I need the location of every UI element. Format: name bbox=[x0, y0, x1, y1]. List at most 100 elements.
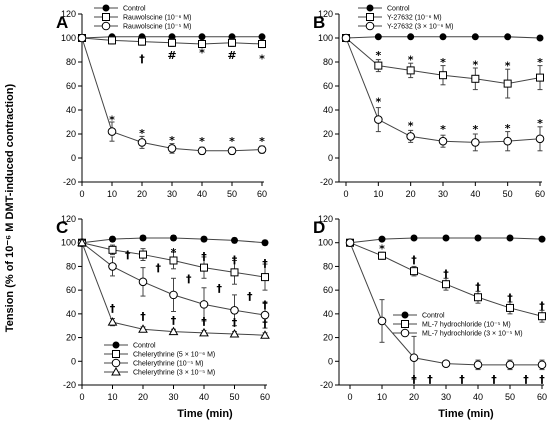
significance-mark: * bbox=[537, 56, 543, 69]
y-tick-label: 80 bbox=[323, 261, 333, 271]
data-point bbox=[258, 33, 266, 41]
x-tick-label: 10 bbox=[373, 189, 383, 199]
panel-label: A bbox=[56, 13, 68, 32]
data-point bbox=[442, 280, 450, 289]
data-point bbox=[536, 73, 544, 82]
significance-mark: † bbox=[539, 373, 545, 386]
data-point bbox=[230, 268, 239, 277]
data-point bbox=[410, 234, 418, 242]
data-point bbox=[168, 38, 176, 47]
data-point bbox=[109, 235, 116, 243]
y-tick-label: 60 bbox=[66, 81, 76, 91]
y-tick-label: 0 bbox=[328, 153, 333, 163]
x-tick-label: 50 bbox=[505, 392, 515, 402]
data-point bbox=[374, 115, 383, 124]
x-tick-label: 0 bbox=[79, 392, 84, 402]
y-tick-label: 80 bbox=[323, 57, 333, 67]
legend-label: Chelerythrine (5 × 10⁻⁶ M) bbox=[133, 352, 215, 359]
data-point bbox=[169, 290, 178, 300]
legend-marker bbox=[366, 13, 374, 21]
y-tick-label: 120 bbox=[61, 9, 76, 19]
legend-label: Y-27632 (3 × 10⁻⁶ M) bbox=[387, 24, 453, 31]
legend-label: Control bbox=[123, 6, 146, 13]
data-point bbox=[138, 277, 148, 287]
legend-marker bbox=[112, 350, 120, 358]
legend-label: Y-27632 (10⁻⁶ M) bbox=[387, 15, 442, 22]
data-point bbox=[197, 146, 207, 156]
significance-mark: * bbox=[505, 60, 511, 73]
significance-mark: * bbox=[259, 52, 265, 65]
x-tick-label: 60 bbox=[535, 189, 545, 199]
significance-mark: † bbox=[262, 257, 268, 270]
data-point bbox=[374, 33, 382, 41]
y-tick-label: 80 bbox=[66, 261, 76, 271]
data-point bbox=[506, 234, 514, 242]
significance-mark: † bbox=[491, 373, 497, 386]
significance-mark: * bbox=[169, 134, 175, 147]
data-point bbox=[228, 38, 236, 47]
significance-mark: † bbox=[156, 262, 162, 275]
data-point bbox=[199, 300, 209, 309]
significance-mark: † bbox=[201, 250, 207, 263]
significance-mark: † bbox=[539, 300, 545, 313]
data-point bbox=[169, 256, 178, 265]
significance-mark: † bbox=[411, 253, 417, 266]
significance-mark: † bbox=[217, 282, 223, 295]
significance-mark: † bbox=[459, 373, 465, 386]
x-tick-label: 0 bbox=[347, 392, 352, 402]
y-tick-label: 40 bbox=[66, 309, 76, 319]
legend-marker bbox=[111, 358, 121, 368]
data-point bbox=[535, 134, 545, 144]
significance-mark: † bbox=[443, 268, 449, 281]
data-point bbox=[442, 234, 450, 242]
data-point bbox=[200, 263, 208, 272]
significance-mark: * bbox=[229, 135, 235, 148]
legend-label: Chelerythrine (3 × 10⁻⁵ M) bbox=[133, 370, 215, 377]
x-tick-label: 50 bbox=[227, 189, 237, 199]
y-tick-label: -20 bbox=[63, 177, 76, 187]
data-point bbox=[229, 329, 240, 338]
x-axis-label-right: Time (min) bbox=[438, 408, 494, 420]
data-point bbox=[406, 132, 415, 141]
data-point bbox=[410, 267, 418, 276]
data-point bbox=[108, 245, 117, 254]
significance-mark: * bbox=[440, 56, 446, 69]
legend-marker bbox=[101, 21, 111, 31]
data-point bbox=[227, 146, 237, 156]
data-point bbox=[407, 33, 415, 41]
y-tick-label: 60 bbox=[323, 81, 333, 91]
data-point bbox=[167, 144, 177, 153]
x-tick-label: 30 bbox=[168, 392, 178, 402]
x-tick-label: 20 bbox=[406, 189, 416, 199]
significance-mark: † bbox=[247, 290, 253, 303]
data-point bbox=[471, 138, 480, 147]
significance-mark: † bbox=[507, 291, 513, 304]
legend-marker bbox=[400, 328, 410, 338]
data-point bbox=[138, 37, 146, 46]
y-tick-label: -20 bbox=[320, 380, 333, 390]
y-tick-label: 0 bbox=[71, 153, 76, 163]
data-point bbox=[198, 40, 206, 48]
data-point bbox=[107, 317, 118, 326]
x-tick-label: 50 bbox=[229, 392, 239, 402]
data-point bbox=[258, 40, 266, 48]
significance-mark: * bbox=[259, 135, 265, 148]
legend-label: Rauwolscine (10⁻⁵ M) bbox=[123, 24, 191, 31]
data-point bbox=[257, 145, 267, 154]
y-tick-label: -20 bbox=[320, 177, 333, 187]
x-tick-label: 0 bbox=[79, 189, 84, 199]
y-tick-label: 120 bbox=[318, 9, 333, 19]
data-point bbox=[503, 136, 512, 146]
chart-panel-d: -20 0 20 40 60 80 100 120 0 10 20 30 40 50 60 D Control M… bbox=[313, 214, 547, 402]
x-tick-label: 40 bbox=[473, 392, 483, 402]
significance-mark: # bbox=[167, 49, 176, 62]
panel-label: C bbox=[56, 218, 68, 237]
x-tick-label: 20 bbox=[137, 189, 147, 199]
data-point bbox=[505, 360, 515, 370]
data-point bbox=[378, 251, 386, 260]
data-point bbox=[170, 234, 177, 242]
data-point bbox=[77, 33, 87, 43]
data-point bbox=[260, 330, 270, 339]
